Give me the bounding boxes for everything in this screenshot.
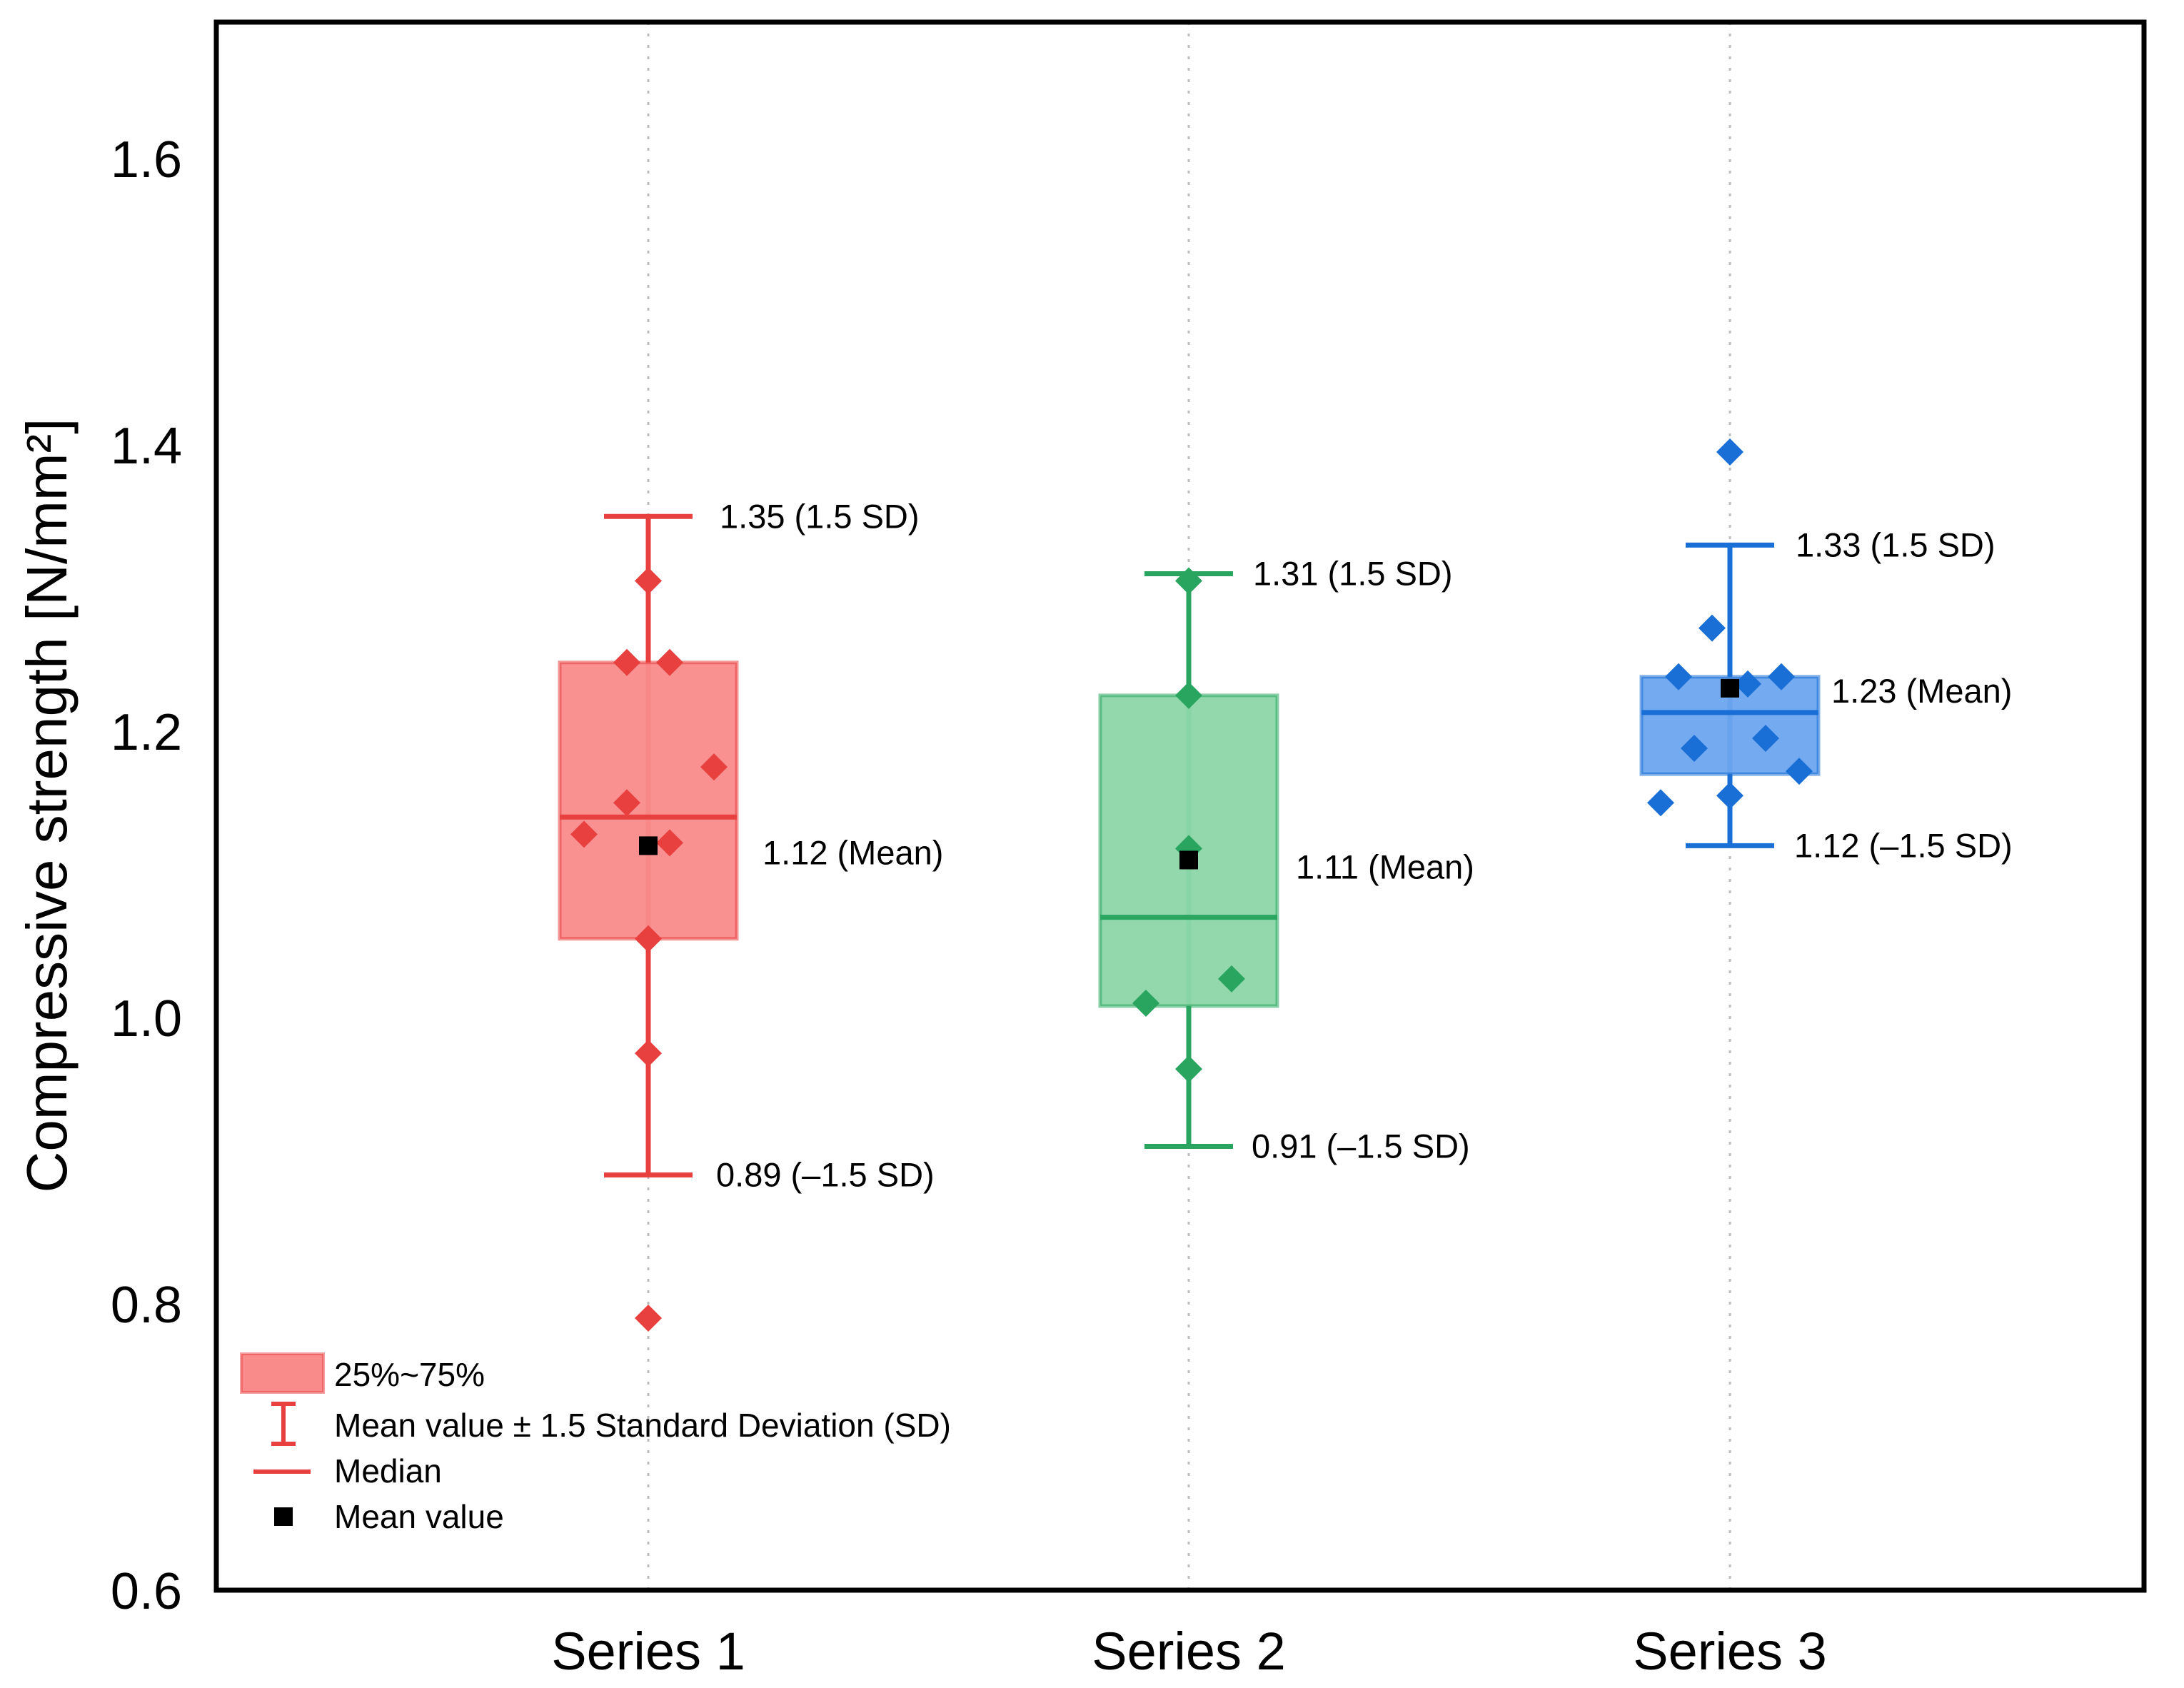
data-point bbox=[1786, 758, 1813, 785]
data-point bbox=[1752, 725, 1779, 753]
plot-frame bbox=[213, 19, 2147, 1593]
data-point bbox=[1716, 438, 1743, 466]
data-point bbox=[1175, 1055, 1202, 1083]
data-point bbox=[1734, 670, 1761, 698]
series-3: 1.33 (1.5 SD) 1.23 (Mean) 1.12 (–1.5 SD) bbox=[1639, 438, 2013, 864]
x-tick-label: Series 3 bbox=[1633, 1622, 1826, 1681]
annotation-upper: 1.31 (1.5 SD) bbox=[1253, 554, 1453, 592]
legend-label-whisker: Mean value ± 1.5 Standard Deviation (SD) bbox=[334, 1407, 951, 1444]
mean-marker bbox=[639, 836, 658, 855]
axis-layer: 0.6 0.8 1.0 1.2 1.4 1.6 Series 1 Series 2 Series… bbox=[111, 131, 1827, 1681]
mean-marker bbox=[1179, 850, 1198, 870]
legend-box-swatch bbox=[240, 1352, 325, 1394]
annotation-lower: 0.91 (–1.5 SD) bbox=[1252, 1127, 1470, 1165]
legend-label-mean: Mean value bbox=[334, 1498, 504, 1535]
y-tick-label: 1.4 bbox=[111, 418, 182, 475]
data-point bbox=[1665, 663, 1692, 690]
data-point bbox=[1768, 663, 1795, 690]
y-axis-label: Compressive strength [N/mm²] bbox=[15, 418, 79, 1193]
annotation-lower: 1.12 (–1.5 SD) bbox=[1794, 826, 2013, 864]
data-point bbox=[1716, 782, 1743, 810]
data-point bbox=[613, 789, 640, 817]
data-point bbox=[613, 648, 640, 676]
annotation-upper: 1.33 (1.5 SD) bbox=[1796, 526, 1996, 563]
annotation-mean: 1.23 (Mean) bbox=[1831, 672, 2012, 710]
data-point bbox=[1647, 789, 1674, 817]
annotation-upper: 1.35 (1.5 SD) bbox=[720, 497, 920, 535]
data-point bbox=[1132, 989, 1159, 1017]
data-point bbox=[700, 753, 728, 781]
data-point bbox=[1175, 567, 1202, 595]
data-point bbox=[635, 925, 662, 953]
y-tick-label: 0.6 bbox=[111, 1563, 182, 1620]
data-point bbox=[570, 820, 598, 848]
annotation-lower: 0.89 (–1.5 SD) bbox=[716, 1156, 935, 1194]
data-point bbox=[656, 648, 683, 676]
legend: 25%~75% Mean value ± 1.5 Standard Deviati… bbox=[240, 1352, 951, 1535]
y-tick-label: 0.8 bbox=[111, 1277, 182, 1334]
series-2: 1.31 (1.5 SD) 1.11 (Mean) 0.91 (–1.5 SD) bbox=[1098, 554, 1474, 1165]
y-tick-label: 1.2 bbox=[111, 704, 182, 761]
iqr-box bbox=[558, 660, 739, 941]
data-point bbox=[635, 1040, 662, 1067]
data-point bbox=[635, 567, 662, 595]
data-point bbox=[1681, 735, 1708, 763]
x-tick-label: Series 2 bbox=[1092, 1622, 1285, 1681]
data-point bbox=[1175, 681, 1202, 709]
annotation-mean: 1.11 (Mean) bbox=[1296, 848, 1474, 885]
mean-marker bbox=[1721, 678, 1739, 698]
y-tick-label: 1.0 bbox=[111, 990, 182, 1048]
legend-mean-swatch bbox=[274, 1507, 293, 1526]
data-point bbox=[1699, 614, 1726, 642]
data-point bbox=[1218, 965, 1245, 993]
x-tick-label: Series 1 bbox=[551, 1622, 745, 1681]
data-point bbox=[656, 829, 683, 857]
data-point bbox=[635, 1305, 662, 1332]
legend-label-median: Median bbox=[334, 1452, 442, 1489]
annotation-mean: 1.12 (Mean) bbox=[763, 833, 943, 871]
legend-label-box: 25%~75% bbox=[334, 1356, 485, 1393]
series-1: 1.35 (1.5 SD) 1.12 (Mean) 0.89 (–1.5 SD) bbox=[558, 497, 943, 1332]
series-layer: 1.35 (1.5 SD)1.12 (Mean)0.89 (–1.5 SD)1.… bbox=[558, 438, 2013, 1332]
y-tick-label: 1.6 bbox=[111, 131, 182, 189]
